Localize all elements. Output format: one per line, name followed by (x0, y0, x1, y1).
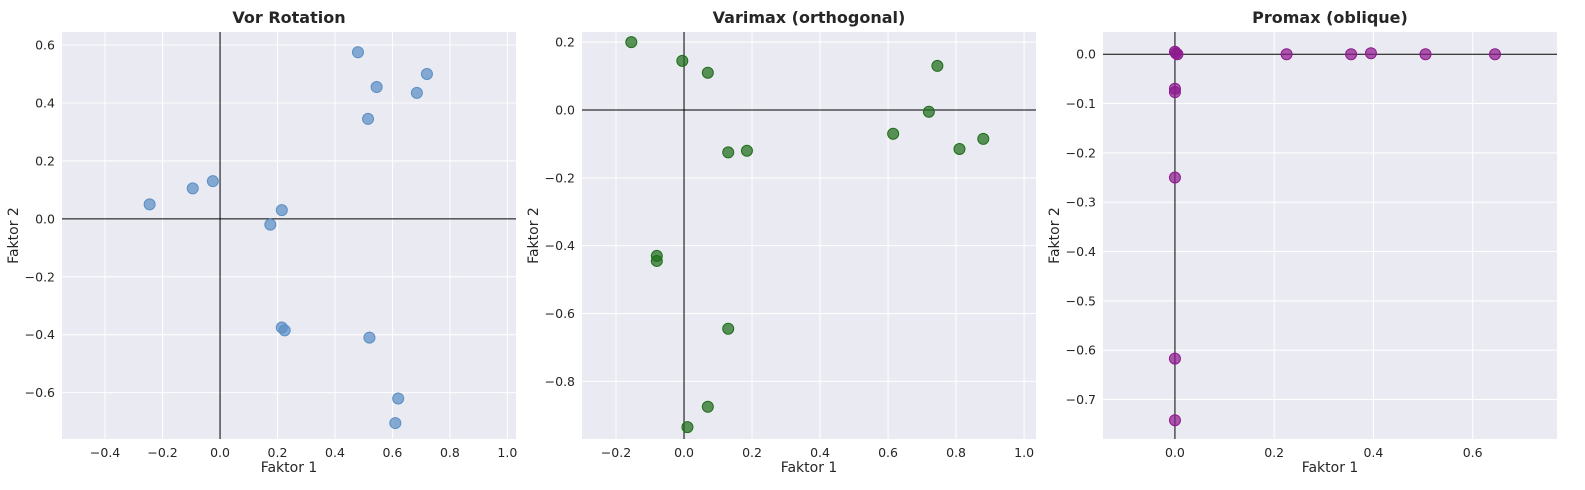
y-tick-label: −0.2 (1066, 145, 1096, 160)
data-point (740, 144, 753, 157)
data-point (1345, 48, 1358, 61)
data-point (922, 105, 935, 118)
x-tick-label: 0.2 (268, 445, 288, 460)
y-axis-label: Faktor 2 (6, 207, 22, 264)
x-tick-label: −0.4 (90, 445, 120, 460)
x-tick-label: −0.2 (601, 445, 631, 460)
data-point (363, 331, 376, 344)
y-tick-label: −0.6 (545, 306, 575, 321)
data-point (1364, 47, 1377, 60)
x-tick-label: 0.4 (1363, 445, 1383, 460)
data-point (953, 143, 966, 156)
data-point (701, 66, 714, 79)
y-tick-label: −0.6 (25, 385, 55, 400)
data-point (264, 218, 277, 231)
data-point (143, 198, 156, 211)
data-point (1168, 86, 1181, 99)
y-tick-label: −0.1 (1066, 96, 1096, 111)
data-point (887, 127, 900, 140)
x-tick-label: 1.0 (1014, 445, 1034, 460)
y-tick-label: −0.7 (1066, 392, 1096, 407)
plot-area (582, 32, 1036, 439)
y-tick-label: 0.6 (35, 38, 55, 53)
x-tick-label: 0.6 (878, 445, 898, 460)
y-tick-label: −0.3 (1066, 195, 1096, 210)
data-point (1419, 48, 1432, 61)
data-point (722, 322, 735, 335)
data-point (1169, 47, 1182, 60)
x-tick-label: 0.8 (946, 445, 966, 460)
x-tick-label: 0.4 (810, 445, 830, 460)
y-tick-label: 0.2 (35, 153, 55, 168)
x-tick-label: 0.6 (382, 445, 402, 460)
data-point (977, 132, 990, 145)
y-tick-label: −0.4 (545, 238, 575, 253)
y-tick-label: 0.0 (35, 211, 55, 226)
x-tick-label: 0.2 (742, 445, 762, 460)
y-tick-label: −0.2 (25, 269, 55, 284)
chart-panel-3: 0.0 0.2 0.4 0.6 −0.7 −0.6 −0.5 −0.4 −0.3 −0.2 −0.1… (1047, 8, 1557, 476)
y-tick-label: 0.0 (1076, 47, 1096, 62)
data-point (681, 421, 694, 434)
y-tick-label: −0.6 (1066, 343, 1096, 358)
x-tick-label: 0.6 (1463, 445, 1483, 460)
x-tick-label: 1.0 (497, 445, 517, 460)
x-axis-label: Faktor 1 (781, 460, 838, 476)
chart-panel-2: −0.2 0.0 0.2 0.4 0.6 0.8 1.0 −0.8 −0.6 −0.4 −0.2 0.… (526, 8, 1036, 476)
data-point (1488, 48, 1501, 61)
data-point (206, 175, 219, 188)
y-tick-label: 0.2 (555, 35, 575, 50)
x-tick-label: 0.8 (440, 445, 460, 460)
y-tick-label: 0.0 (555, 103, 575, 118)
chart-title: Varimax (orthogonal) (713, 8, 906, 27)
data-point (931, 59, 944, 72)
chart-title: Vor Rotation (232, 8, 345, 27)
y-axis-label: Faktor 2 (526, 207, 542, 264)
x-tick-label: 0.0 (210, 445, 230, 460)
x-tick-label: 0.0 (1165, 445, 1185, 460)
data-point (362, 112, 375, 125)
data-point (676, 54, 689, 67)
data-point (392, 392, 405, 405)
y-tick-label: −0.2 (545, 170, 575, 185)
chart-panel-1: −0.4 −0.2 0.0 0.2 0.4 0.6 0.8 1.0 −0.6 −0.4 −0.2 0.… (6, 8, 517, 476)
data-point (275, 204, 288, 217)
data-point (1280, 48, 1293, 61)
data-point (1168, 171, 1181, 184)
data-point (650, 254, 663, 267)
x-tick-label: 0.4 (325, 445, 345, 460)
data-point (420, 68, 433, 81)
x-tick-label: 0.0 (674, 445, 694, 460)
y-axis-label: Faktor 2 (1047, 207, 1063, 264)
data-point (370, 81, 383, 94)
y-tick-label: 0.4 (35, 95, 55, 110)
y-tick-label: −0.5 (1066, 293, 1096, 308)
data-point (722, 146, 735, 159)
plot-area (62, 32, 516, 439)
y-tick-label: −0.4 (1066, 244, 1096, 259)
y-tick-label: −0.4 (25, 327, 55, 342)
data-point (351, 46, 364, 59)
data-point (389, 417, 402, 430)
x-tick-label: 0.2 (1264, 445, 1284, 460)
data-point (1168, 414, 1181, 427)
data-point (186, 182, 199, 195)
data-point (1168, 352, 1181, 365)
data-point (410, 86, 423, 99)
data-point (278, 324, 291, 337)
x-axis-label: Faktor 1 (261, 460, 318, 476)
x-tick-label: −0.2 (147, 445, 177, 460)
data-point (701, 400, 714, 413)
data-point (625, 36, 638, 49)
chart-title: Promax (oblique) (1252, 8, 1408, 27)
plot-area (1103, 32, 1557, 439)
y-tick-label: −0.8 (545, 374, 575, 389)
x-axis-label: Faktor 1 (1302, 460, 1359, 476)
